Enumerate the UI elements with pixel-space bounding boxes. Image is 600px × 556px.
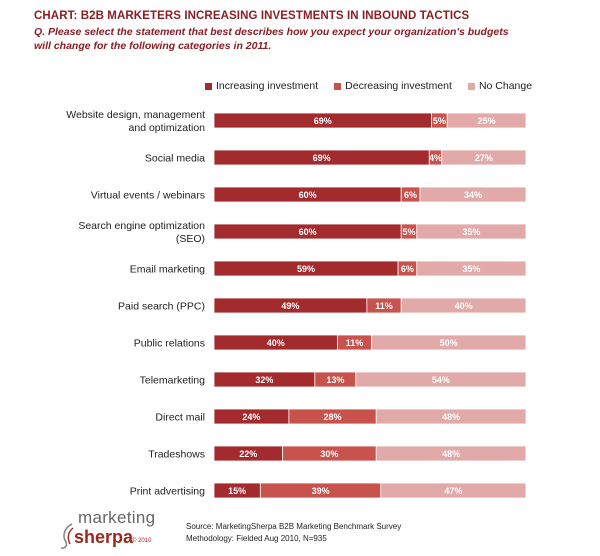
data-label: 27%: [475, 153, 493, 163]
data-label: 13%: [326, 375, 344, 385]
data-label: 50%: [440, 338, 458, 348]
data-label: 54%: [432, 375, 450, 385]
category-label: Direct mail: [155, 412, 205, 424]
data-label: 6%: [404, 190, 417, 200]
data-label: 32%: [255, 375, 273, 385]
data-label: 25%: [478, 116, 496, 126]
legend-item: No Change: [467, 80, 533, 92]
chart-question: Q. Please select the statement that best…: [34, 26, 509, 52]
data-label: 60%: [299, 227, 317, 237]
bar-segment: [375, 445, 527, 462]
category-label: Paid search (PPC): [118, 301, 205, 313]
legend-label: Decreasing investment: [345, 80, 452, 92]
data-label: 60%: [299, 190, 317, 200]
legend-swatch: [467, 82, 475, 90]
data-label: 15%: [228, 486, 246, 496]
legend-item: Decreasing investment: [334, 80, 452, 92]
legend: Increasing investment Decreasing investme…: [205, 80, 548, 92]
marketingsherpa-logo: marketing sherpa © 2010: [52, 508, 162, 552]
data-label: 22%: [239, 449, 257, 459]
source-note: Source: MarketingSherpa B2B Marketing Be…: [186, 521, 401, 545]
bar-segment: [400, 297, 527, 314]
bar-segment: [380, 482, 527, 499]
data-label: 34%: [464, 190, 482, 200]
data-label: 47%: [444, 486, 462, 496]
bar-segment: [419, 186, 527, 203]
category-label: Telemarketing: [140, 375, 206, 387]
data-label: 39%: [312, 486, 330, 496]
bar-segment: [375, 408, 527, 425]
data-label: 35%: [462, 227, 480, 237]
data-label: 30%: [320, 449, 338, 459]
category-label: Tradeshows: [148, 449, 205, 461]
data-label: 40%: [267, 338, 285, 348]
data-label: 49%: [281, 301, 299, 311]
logo-year: © 2010: [132, 538, 152, 544]
category-label: Print advertising: [130, 486, 205, 498]
data-label: 69%: [313, 153, 331, 163]
data-label: 24%: [242, 412, 260, 422]
bar-segment: [446, 112, 527, 129]
data-label: 5%: [433, 116, 446, 126]
bar-segment: [416, 223, 527, 240]
category-label: Public relations: [134, 338, 205, 350]
data-label: 6%: [401, 264, 414, 274]
category-label: Social media: [145, 153, 205, 165]
bar-segment: [371, 334, 527, 351]
logo-text-marketing: marketing: [78, 508, 156, 527]
data-label: 40%: [455, 301, 473, 311]
data-label: 4%: [429, 153, 442, 163]
data-label: 48%: [442, 449, 460, 459]
chart-title: CHART: B2B MARKETERS INCREASING INVESTME…: [34, 10, 470, 22]
category-label: Email marketing: [130, 264, 205, 276]
bar-segment: [416, 260, 527, 277]
data-label: 5%: [402, 227, 415, 237]
logo-text-sherpa: sherpa: [74, 527, 134, 547]
data-label: 69%: [314, 116, 332, 126]
legend-swatch: [334, 82, 342, 90]
data-label: 11%: [375, 301, 393, 311]
legend-label: Increasing investment: [216, 80, 319, 92]
legend-label: No Change: [478, 80, 533, 92]
logo-curl-icon: [60, 523, 74, 549]
bar-segment: [441, 149, 527, 166]
data-label: 28%: [324, 412, 342, 422]
source-line: Source: MarketingSherpa B2B Marketing Be…: [186, 522, 402, 531]
data-label: 35%: [462, 264, 480, 274]
legend-swatch: [205, 82, 212, 90]
data-label: 59%: [297, 264, 315, 274]
category-label: Virtual events / webinars: [91, 190, 205, 202]
data-label: 48%: [442, 412, 460, 422]
category-label: Search engine optimization (SEO): [78, 220, 205, 245]
legend-item: Increasing investment: [205, 80, 318, 92]
category-label: Website design, management and optimizati…: [66, 109, 205, 134]
methodology-line: Methodology: Fielded Aug 2010, N=935: [186, 534, 327, 543]
bar-segment: [355, 371, 527, 388]
data-label: 11%: [346, 338, 364, 348]
